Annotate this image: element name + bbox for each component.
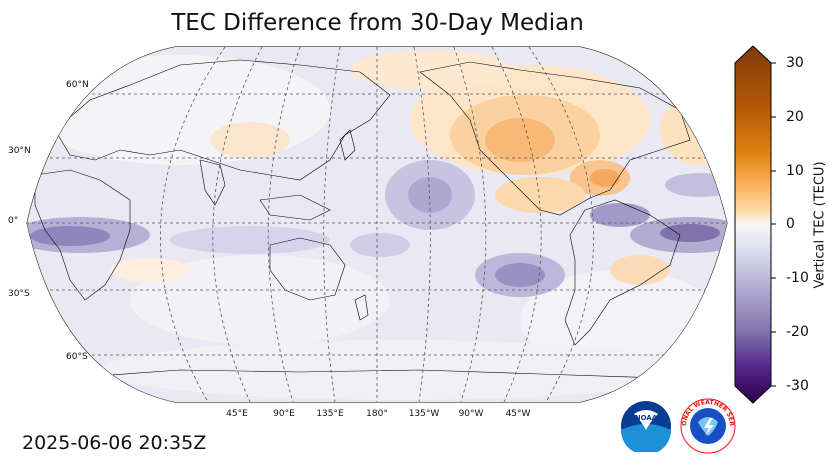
lat-label-60n: 60°N — [66, 80, 89, 90]
lon-label-135e: 135°E — [316, 409, 344, 419]
colorbar-label: Vertical TEC (TECU) — [812, 161, 828, 289]
graticule — [27, 47, 727, 402]
lon-label-90w: 90°W — [458, 409, 484, 419]
timestamp: 2025-06-06 20:35Z — [22, 432, 207, 454]
lon-label-135w: 135°W — [408, 409, 440, 419]
lon-label-45w: 45°W — [505, 409, 531, 419]
lat-label-30s: 30°S — [8, 289, 30, 299]
colorbar-tick: 0 — [786, 216, 795, 232]
colorbar — [734, 45, 776, 404]
tec-anomaly-field — [27, 47, 727, 402]
colorbar-tick: 20 — [786, 109, 804, 125]
colorbar-tick: -30 — [786, 378, 809, 394]
lon-label-180: 180° — [366, 409, 388, 419]
colorbar-tick: 10 — [786, 163, 804, 179]
lat-label-30n: 30°N — [8, 146, 31, 156]
nws-logo: NATIONAL WEATHER SERVICE — [680, 398, 736, 454]
colorbar-tick: -10 — [786, 270, 809, 286]
lon-label-45e: 45°E — [226, 409, 248, 419]
noaa-logo: NOAA — [621, 401, 671, 452]
lat-label-60s: 60°S — [66, 352, 88, 362]
colorbar-tick: 30 — [786, 55, 804, 71]
lat-label-0: 0° — [8, 216, 19, 226]
coastlines — [34, 59, 711, 379]
noaa-logo-text: NOAA — [635, 414, 658, 422]
colorbar-tick: -20 — [786, 324, 809, 340]
map-title: TEC Difference from 30-Day Median — [171, 10, 584, 36]
lon-label-90e: 90°E — [273, 409, 295, 419]
